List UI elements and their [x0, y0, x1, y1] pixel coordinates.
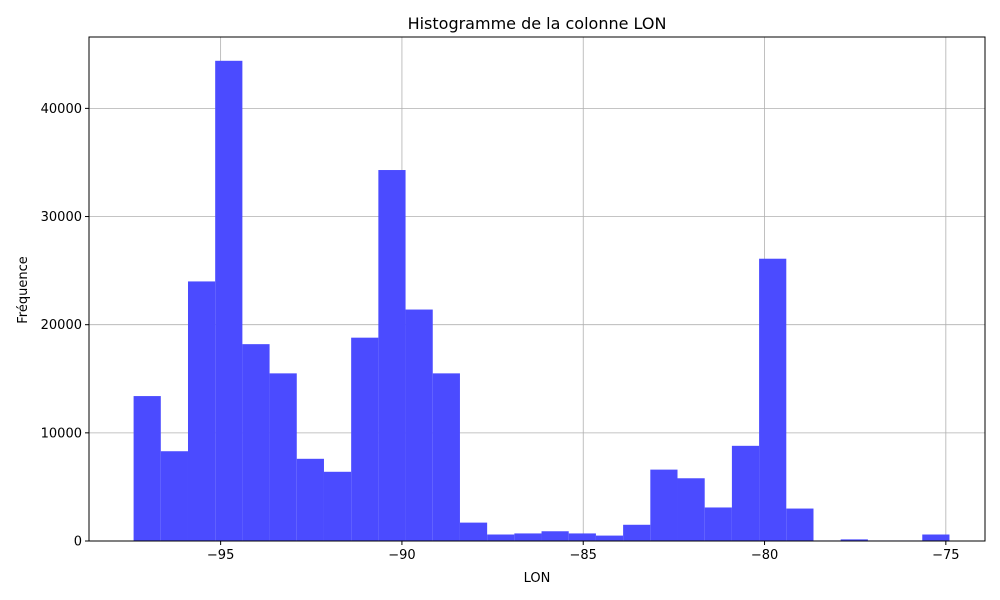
- histogram-bar: [160, 451, 188, 541]
- histogram-bar: [459, 522, 488, 541]
- y-tick-label: 0: [74, 535, 82, 550]
- histogram-bar: [704, 507, 732, 541]
- histogram-bar: [405, 309, 433, 541]
- histogram-bar: [759, 258, 787, 541]
- histogram-bar: [922, 534, 950, 541]
- histogram-bar: [269, 373, 297, 541]
- histogram-bar: [786, 508, 814, 541]
- histogram-bar: [623, 524, 651, 541]
- chart-title: Histogramme de la colonne LON: [408, 14, 667, 33]
- histogram-bar: [487, 534, 515, 541]
- histogram-bar: [731, 445, 760, 541]
- histogram-bar: [595, 535, 624, 541]
- histogram-bar: [242, 344, 270, 541]
- histogram-bar: [323, 471, 352, 541]
- y-axis-ticks: 0 10000 20000 30000 40000: [41, 102, 89, 550]
- x-axis-label: LON: [524, 571, 551, 586]
- histogram-bar: [541, 531, 569, 541]
- histogram-bar: [133, 396, 161, 541]
- histogram-bar: [514, 533, 542, 541]
- plot-frame: [88, 36, 986, 542]
- y-tick-label: 30000: [41, 210, 82, 225]
- x-tick-label: −80: [751, 548, 778, 563]
- x-tick-label: −90: [388, 548, 415, 563]
- histogram-bars: [133, 60, 950, 542]
- x-tick-label: −75: [932, 548, 959, 563]
- histogram-bar: [677, 478, 705, 541]
- y-tick-label: 40000: [41, 102, 82, 117]
- histogram-bar: [215, 60, 243, 541]
- histogram-bar: [351, 337, 379, 541]
- y-axis-label: Fréquence: [16, 256, 31, 323]
- histogram-bar: [840, 539, 868, 541]
- y-tick-label: 10000: [41, 426, 82, 441]
- x-axis-ticks: −95 −90 −85 −80 −75: [207, 541, 960, 563]
- y-tick-label: 20000: [41, 318, 82, 333]
- histogram-bar: [296, 458, 324, 541]
- x-tick-label: −95: [207, 548, 234, 563]
- histogram-bar: [432, 373, 460, 541]
- histogram-bar: [568, 533, 596, 541]
- histogram-bar: [378, 170, 406, 542]
- x-tick-label: −85: [570, 548, 597, 563]
- histogram-bar: [650, 469, 678, 541]
- histogram-bar: [187, 281, 216, 541]
